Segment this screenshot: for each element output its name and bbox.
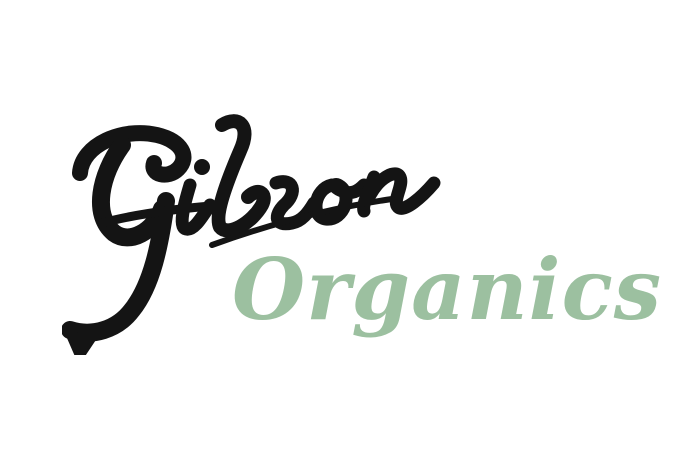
- n-stroke: [357, 167, 441, 218]
- gibson-script-svg: [62, 114, 441, 355]
- i-stroke: [175, 178, 217, 236]
- gibson-script-wordmark: [62, 105, 482, 355]
- i-dot: [194, 159, 210, 175]
- organics-wordmark: Organics: [232, 240, 663, 339]
- gibson-script-strokes: [62, 114, 441, 355]
- g-bowl: [92, 136, 171, 247]
- b-ascender: [211, 114, 271, 238]
- g-tail-flare: [64, 324, 98, 355]
- g-top-arch: [72, 125, 192, 183]
- swash-underline: [209, 196, 395, 248]
